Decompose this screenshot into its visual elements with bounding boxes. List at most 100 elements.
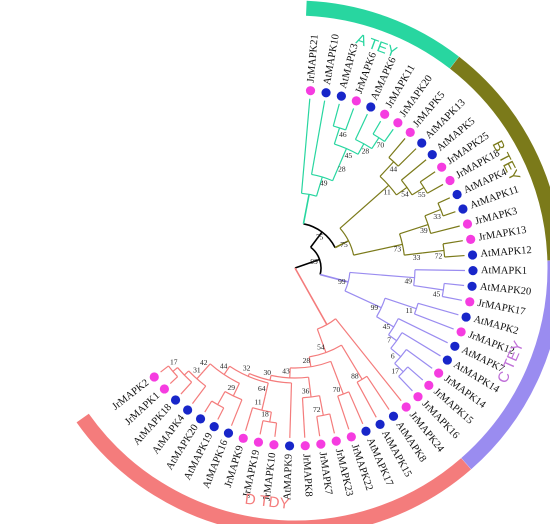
tree-branch xyxy=(376,316,395,328)
bootstrap-value: 49 xyxy=(320,179,328,188)
leaf-label: JrMAPK13 xyxy=(478,225,528,244)
bootstrap-value: 42 xyxy=(200,358,208,367)
bootstrap-value: 29 xyxy=(228,383,236,392)
tree-branch xyxy=(316,328,327,353)
bootstrap-value: 28 xyxy=(303,356,311,365)
tree-branch xyxy=(356,381,377,418)
tree-branch-arc xyxy=(390,332,403,349)
tree-branch-arc xyxy=(224,391,243,401)
bootstrap-value: 88 xyxy=(351,371,359,380)
bootstrap-value: 99 xyxy=(310,257,318,266)
juglans-dot-icon xyxy=(445,175,455,186)
tree-branch xyxy=(332,162,342,181)
tree-branch-arc xyxy=(379,175,397,196)
tree-branch xyxy=(180,381,193,395)
tree-branch xyxy=(316,416,321,437)
arabidopsis-dot-icon xyxy=(461,312,471,322)
arabidopsis-dot-icon xyxy=(361,426,371,436)
bootstrap-value: 45 xyxy=(383,322,391,331)
bootstrap-value: 31 xyxy=(193,365,201,374)
arabidopsis-dot-icon xyxy=(223,428,234,438)
tree-branch xyxy=(407,366,424,381)
tree-branch xyxy=(437,197,451,204)
tree-branch-arc xyxy=(302,395,320,399)
arabidopsis-dot-icon xyxy=(388,411,399,421)
tree-branch xyxy=(310,100,326,175)
tree-branch xyxy=(319,273,349,283)
arabidopsis-dot-icon xyxy=(452,189,462,200)
arabidopsis-dot-icon xyxy=(366,102,376,112)
bootstrap-value: 11 xyxy=(405,306,412,315)
arabidopsis-dot-icon xyxy=(183,405,193,415)
leaf-label: AtMAPK12 xyxy=(480,245,532,260)
tree-branch xyxy=(245,407,254,431)
tree-branch xyxy=(401,332,441,357)
bootstrap-value: 33 xyxy=(433,212,441,221)
arabidopsis-dot-icon xyxy=(468,266,478,276)
clade-arc-a-tey xyxy=(305,0,459,69)
tree-branch xyxy=(411,186,425,196)
tree-branch xyxy=(399,223,429,235)
tree-branch xyxy=(259,420,264,435)
tree-branch xyxy=(339,148,347,163)
arabidopsis-dot-icon xyxy=(450,341,460,351)
tree-branch-arc xyxy=(310,246,322,275)
juglans-dot-icon xyxy=(401,402,411,412)
bootstrap-value: 72 xyxy=(435,251,443,260)
bootstrap-value: 45 xyxy=(345,151,353,160)
tree-branch xyxy=(172,367,178,372)
tree-branch xyxy=(384,128,394,142)
tree-branch xyxy=(348,391,364,425)
tree-branch xyxy=(261,396,266,411)
leaf-label: JrMAPK23 xyxy=(333,448,355,498)
tree-branch xyxy=(203,363,211,372)
juglans-dot-icon xyxy=(466,234,476,244)
tree-branch xyxy=(398,376,413,392)
arabidopsis-dot-icon xyxy=(195,414,206,424)
leaf-label: AtMAPK20 xyxy=(479,282,531,298)
bootstrap-value: 17 xyxy=(170,358,178,367)
bootstrap-value: 70 xyxy=(333,385,341,394)
tree-branch xyxy=(398,318,448,344)
tree-branch xyxy=(269,411,272,423)
tree-branch xyxy=(196,370,204,380)
tree-branch xyxy=(442,211,456,217)
juglans-dot-icon xyxy=(393,118,403,128)
tree-branch-arc xyxy=(437,202,444,217)
tree-branch-arc xyxy=(317,318,336,330)
tree-branch xyxy=(335,318,402,402)
bootstrap-value: 43 xyxy=(282,366,290,375)
tree-branch xyxy=(388,138,406,158)
tree-branch xyxy=(332,103,340,127)
arabidopsis-dot-icon xyxy=(427,150,437,160)
tree-branch-arc xyxy=(311,173,333,182)
tree-branch xyxy=(230,399,243,426)
juglans-dot-icon xyxy=(413,392,423,402)
juglans-dot-icon xyxy=(269,440,279,450)
tree-branch xyxy=(430,225,460,235)
tree-branch xyxy=(264,382,269,397)
tree-branch xyxy=(169,376,179,384)
tree-branch xyxy=(274,422,278,437)
bootstrap-value: 32 xyxy=(243,364,251,373)
tree-branch xyxy=(379,161,395,177)
tree-branch xyxy=(388,334,398,342)
tree-branch xyxy=(397,148,417,167)
juglans-dot-icon xyxy=(380,109,390,119)
juglans-dot-icon xyxy=(351,96,361,106)
tree-branch xyxy=(353,243,403,256)
tree-branch xyxy=(390,347,402,358)
bootstrap-value: 44 xyxy=(220,362,228,371)
bootstrap-value: 6 xyxy=(391,351,395,360)
bootstrap-value: 11 xyxy=(254,398,261,407)
bootstrap-value: 55 xyxy=(418,190,426,199)
bootstrap-value: 75 xyxy=(316,232,324,241)
arabidopsis-dot-icon xyxy=(458,204,468,214)
tree-branch xyxy=(337,395,350,430)
juglans-dot-icon xyxy=(434,368,444,378)
tree-branch xyxy=(344,290,382,309)
juglans-dot-icon xyxy=(159,384,169,394)
tree-branch xyxy=(419,171,436,183)
bootstrap-value: 18 xyxy=(261,410,269,419)
